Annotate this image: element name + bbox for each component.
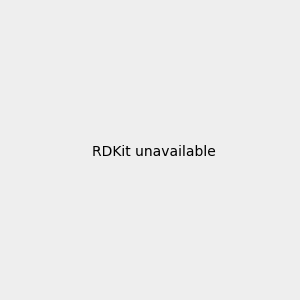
Text: RDKit unavailable: RDKit unavailable <box>92 145 216 158</box>
